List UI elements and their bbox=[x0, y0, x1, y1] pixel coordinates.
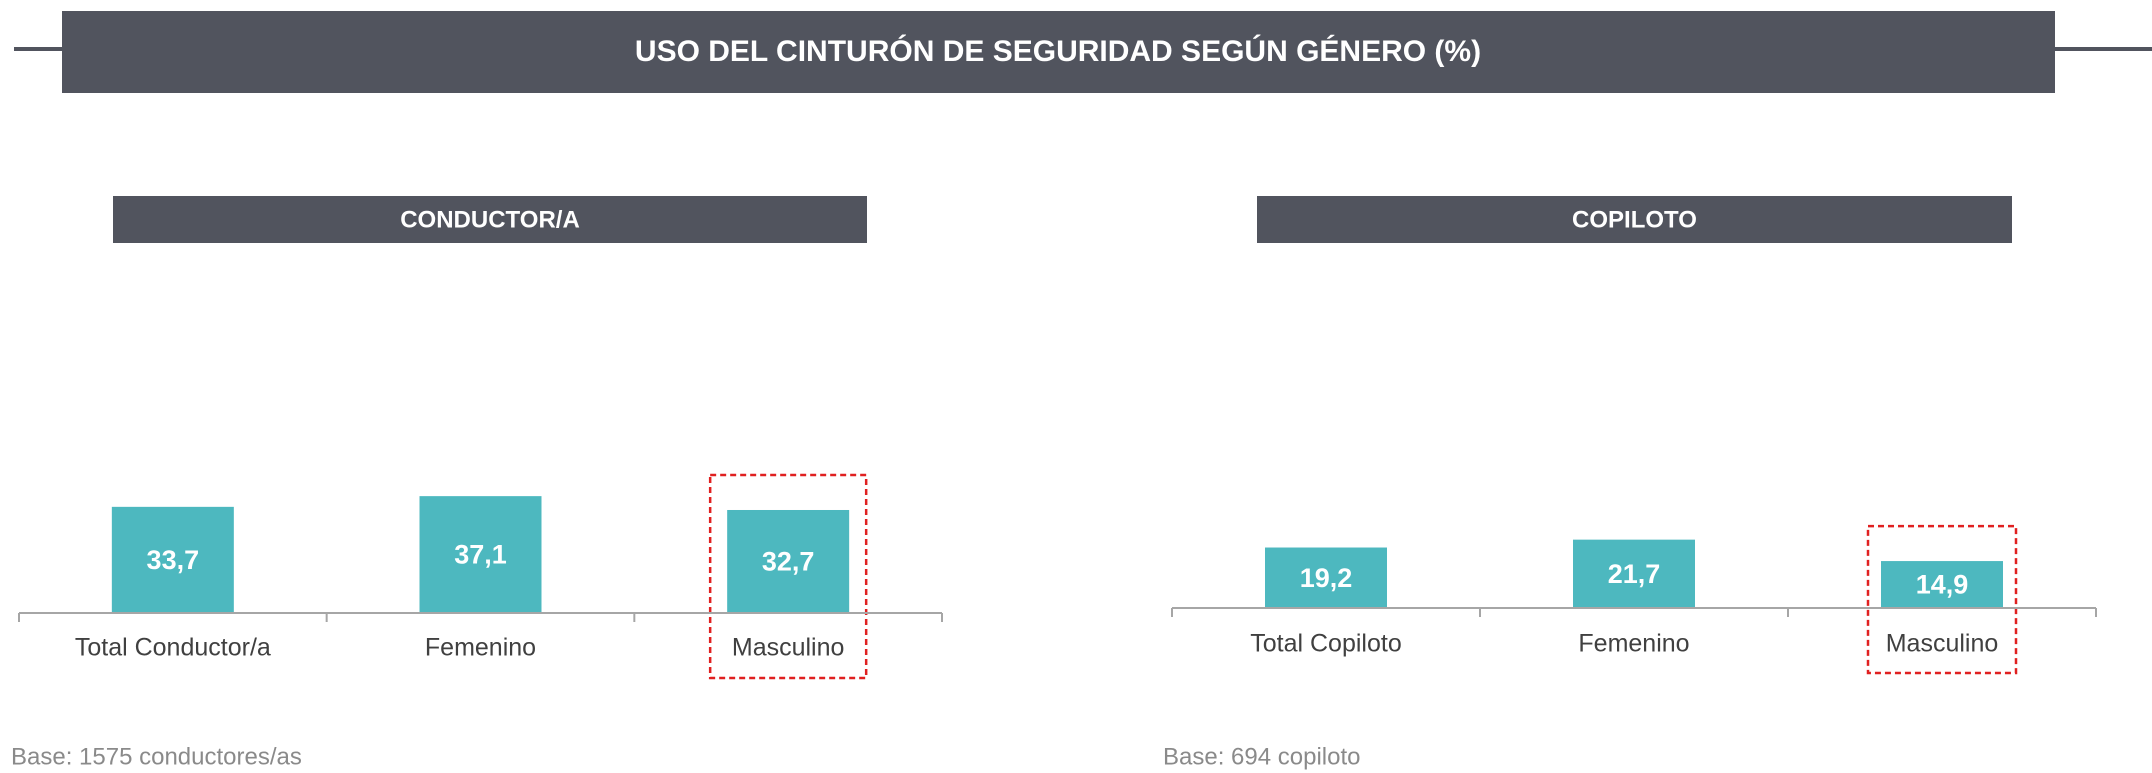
bar bbox=[1265, 547, 1387, 608]
x-tick-label: Total Copiloto bbox=[1250, 630, 1401, 658]
bar bbox=[111, 506, 234, 613]
base-note: Base: 1575 conductores/as bbox=[11, 743, 302, 770]
value-label: 21,7 bbox=[1608, 559, 1661, 589]
bar bbox=[1881, 561, 2003, 608]
chart-banner bbox=[1257, 196, 2012, 243]
title-banner bbox=[62, 11, 2055, 93]
chart-title: CONDUCTOR/A bbox=[400, 206, 580, 233]
value-label: 32,7 bbox=[762, 547, 815, 577]
page-title: USO DEL CINTURÓN DE SEGURIDAD SEGÚN GÉNE… bbox=[635, 34, 1481, 68]
bar bbox=[419, 496, 542, 613]
value-label: 37,1 bbox=[454, 540, 507, 570]
x-tick-label: Masculino bbox=[1886, 630, 1999, 658]
bar bbox=[1573, 539, 1695, 608]
highlight-box bbox=[1866, 524, 2018, 675]
value-label: 33,7 bbox=[147, 545, 200, 575]
x-tick-label: Masculino bbox=[732, 634, 845, 662]
base-note: Base: 694 copiloto bbox=[1163, 743, 1360, 770]
chart-banner bbox=[113, 196, 867, 243]
x-tick-label: Femenino bbox=[1578, 630, 1689, 658]
value-label: 19,2 bbox=[1300, 563, 1353, 593]
bar bbox=[727, 509, 850, 613]
x-tick-label: Femenino bbox=[425, 634, 536, 662]
x-tick-label: Total Conductor/a bbox=[75, 634, 271, 662]
chart-title: COPILOTO bbox=[1572, 206, 1697, 233]
value-label: 14,9 bbox=[1916, 570, 1969, 600]
